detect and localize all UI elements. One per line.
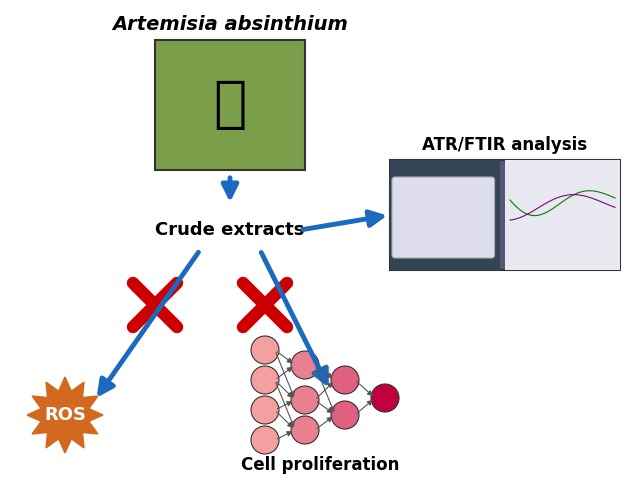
Circle shape xyxy=(251,396,279,424)
Circle shape xyxy=(291,386,319,414)
Text: Cell proliferation: Cell proliferation xyxy=(241,456,399,474)
FancyBboxPatch shape xyxy=(390,160,620,270)
Circle shape xyxy=(291,416,319,444)
Circle shape xyxy=(371,384,399,412)
Circle shape xyxy=(331,366,359,394)
Polygon shape xyxy=(27,377,103,453)
Circle shape xyxy=(331,401,359,429)
Circle shape xyxy=(291,351,319,379)
Text: Crude extracts: Crude extracts xyxy=(156,221,305,239)
FancyBboxPatch shape xyxy=(392,177,495,258)
FancyBboxPatch shape xyxy=(505,160,620,270)
FancyBboxPatch shape xyxy=(155,40,305,170)
Text: ATR/FTIR analysis: ATR/FTIR analysis xyxy=(422,136,588,154)
Text: ROS: ROS xyxy=(44,406,86,424)
Circle shape xyxy=(251,366,279,394)
FancyBboxPatch shape xyxy=(390,160,500,270)
Circle shape xyxy=(251,426,279,454)
Circle shape xyxy=(251,336,279,364)
Text: Artemisia absinthium: Artemisia absinthium xyxy=(112,15,348,35)
Text: 🌿: 🌿 xyxy=(213,78,246,132)
